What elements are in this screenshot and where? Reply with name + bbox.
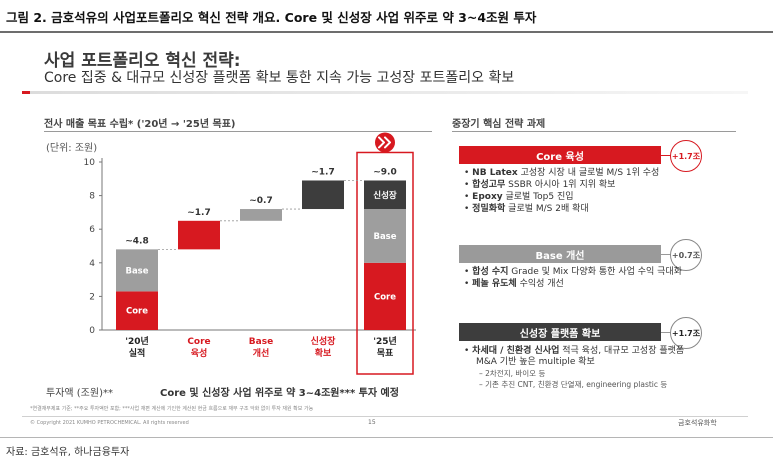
task-growth-badge: +1.7조 — [670, 317, 702, 349]
x-category-label: 신성장 — [311, 335, 337, 347]
list-subitem: – 기존 추진 CNT, 친환경 단열재, engineering plasti… — [479, 380, 668, 389]
bar-segment — [364, 209, 406, 263]
title-divider — [0, 31, 773, 33]
bar-total-label: ~1.7 — [187, 208, 210, 218]
task-growth-list: • 차세대 / 친환경 신사업 적극 육성, 대규모 고성장 플랫폼 M&A 기… — [464, 346, 686, 391]
left-section-divider — [44, 131, 432, 132]
figure-title: 그림 2. 금호석유의 사업포트폴리오 혁신 전략 개요. Core 및 신성장… — [6, 10, 537, 25]
bar-segment — [178, 220, 220, 250]
y-tick-label: 6 — [89, 225, 95, 235]
bar-total-label: ~9.0 — [373, 167, 396, 177]
bar-segment-label: Base — [373, 232, 396, 242]
list-item: • 합성고무 SSBR 아시아 1위 지위 확보 — [464, 180, 616, 190]
investment-text: Core 및 신성장 사업 위주로 약 3~4조원*** 투자 예정 — [160, 388, 399, 399]
bar-segment — [116, 291, 158, 330]
strategy-tasks-heading: 중장기 핵심 전략 과제 — [452, 119, 546, 130]
bar-segment — [364, 180, 406, 210]
copyright-text: © Copyright 2021 KUMHO PETROCHEMICAL. Al… — [30, 420, 189, 426]
bar-total-label: ~4.8 — [125, 236, 148, 246]
bar-segment-label: Core — [126, 307, 148, 317]
list-item: • 정밀화학 글로벌 M/S 2배 확대 — [464, 204, 589, 214]
sales-target-heading: 전사 매출 목표 수립* ('20년 → '25년 목표) — [44, 119, 236, 130]
y-tick-label: 8 — [89, 192, 95, 202]
list-item: • 페놀 유도체 수익성 개선 — [464, 279, 564, 289]
task-core-list: • NB Latex 고성장 시장 내 글로벌 M/S 1위 수성 • 합성고무… — [464, 168, 686, 216]
list-subitem: – 2차전지, 바이오 등 — [479, 369, 546, 378]
x-category-label: Base — [249, 337, 273, 347]
bar-segment — [116, 249, 158, 292]
slide-subtitle: Core 집중 & 대규모 신성장 플랫폼 확보 통한 지속 가능 고성장 포트… — [44, 70, 515, 86]
bar-total-label: ~1.7 — [311, 167, 334, 177]
task-core-header: Core 육성 — [459, 146, 661, 164]
x-category-label: Core — [187, 337, 210, 347]
x-category-label: '20년 — [125, 335, 149, 347]
bar-segment — [240, 209, 282, 221]
list-item: • 차세대 / 친환경 신사업 적극 육성, 대규모 고성장 플랫폼 M&A 기… — [464, 346, 685, 367]
task-core-badge: +1.7조 — [670, 140, 702, 172]
list-item: • Epoxy 글로벌 Top5 진입 — [464, 192, 574, 202]
investment-label: 투자액 (조원)** — [46, 388, 113, 399]
task-base-badge: +0.7조 — [670, 239, 702, 271]
task-base-header: Base 개선 — [459, 245, 661, 263]
y-tick-label: 2 — [89, 292, 95, 302]
y-tick-label: 4 — [89, 259, 95, 269]
y-tick-label: 0 — [89, 326, 95, 336]
company-logo: 금호석유화학 — [678, 419, 717, 427]
chevron-glyph — [378, 136, 391, 149]
task-growth-header: 신성장 플랫폼 확보 — [459, 323, 661, 341]
x-category-label: '25년 — [373, 335, 397, 347]
task-growth-connector — [661, 332, 671, 333]
slide-footnote: *연결재무제표 기준; **주요 투자액만 포함; ***사업 재편 계산에 기… — [30, 406, 314, 412]
source-divider — [0, 437, 773, 438]
bar-segment — [364, 262, 406, 330]
list-item: • 합성 수지 Grade 및 Mix 다양화 통한 사업 수익 극대화 — [464, 267, 682, 277]
task-core-connector — [661, 155, 671, 156]
bar-segment — [302, 180, 344, 210]
x-category-sublabel: 육성 — [191, 347, 208, 359]
task-base-connector — [661, 254, 671, 255]
slide-title: 사업 포트폴리오 혁신 전략: — [44, 51, 241, 71]
x-category-sublabel: 확보 — [315, 347, 332, 359]
x-category-sublabel: 목표 — [377, 348, 394, 359]
list-item: • NB Latex 고성장 시장 내 글로벌 M/S 1위 수성 — [464, 168, 660, 178]
source-note: 자료: 금호석유, 하나금융투자 — [6, 447, 130, 458]
bar-segment-label: 신성장 — [373, 190, 397, 201]
task-base-list: • 합성 수지 Grade 및 Mix 다양화 통한 사업 수익 극대화 • 페… — [464, 267, 686, 291]
bar-total-label: ~0.7 — [249, 196, 272, 206]
slide-footer-divider — [22, 416, 748, 417]
x-category-sublabel: 실적 — [129, 347, 146, 359]
slide-header-accent — [22, 91, 30, 94]
x-category-sublabel: 개선 — [253, 347, 270, 359]
bar-segment-label: Core — [374, 292, 396, 302]
bar-segment-label: Base — [125, 266, 148, 276]
page-number: 15 — [368, 419, 376, 426]
right-section-divider — [452, 131, 736, 132]
unit-label: (단위: 조원) — [46, 143, 98, 154]
slide-header-band — [22, 91, 748, 94]
y-tick-label: 10 — [84, 158, 96, 168]
